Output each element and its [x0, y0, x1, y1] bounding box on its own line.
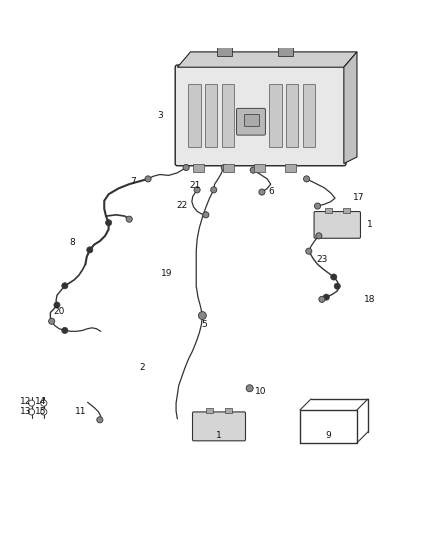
Text: 19: 19 — [161, 269, 172, 278]
Text: 6: 6 — [268, 187, 275, 196]
Circle shape — [28, 400, 35, 406]
FancyBboxPatch shape — [314, 212, 360, 238]
Text: 10: 10 — [255, 387, 266, 396]
Circle shape — [97, 417, 103, 423]
Circle shape — [221, 165, 227, 171]
FancyBboxPatch shape — [237, 108, 265, 135]
Circle shape — [246, 385, 253, 392]
Bar — [286, 84, 298, 147]
Text: 7: 7 — [131, 176, 137, 185]
Circle shape — [304, 176, 310, 182]
Circle shape — [250, 167, 256, 173]
Bar — [188, 84, 201, 147]
Circle shape — [316, 233, 322, 239]
Circle shape — [41, 409, 47, 415]
Circle shape — [323, 294, 329, 300]
Circle shape — [334, 283, 340, 289]
Circle shape — [198, 312, 206, 319]
Bar — [343, 207, 350, 213]
Circle shape — [87, 247, 93, 253]
Bar — [278, 46, 293, 56]
Circle shape — [282, 46, 289, 53]
Text: 3: 3 — [157, 111, 163, 120]
Text: 1: 1 — [367, 220, 373, 229]
Circle shape — [126, 216, 132, 222]
Circle shape — [62, 327, 68, 334]
Circle shape — [183, 165, 189, 171]
Bar — [269, 84, 282, 147]
Circle shape — [145, 176, 151, 182]
Text: 9: 9 — [325, 431, 332, 440]
Text: 14: 14 — [35, 397, 46, 406]
FancyBboxPatch shape — [175, 65, 346, 166]
Text: 20: 20 — [53, 306, 65, 316]
Text: 13: 13 — [20, 407, 31, 416]
Bar — [217, 46, 232, 56]
Text: 2: 2 — [140, 363, 145, 372]
Text: 18: 18 — [364, 295, 376, 304]
Circle shape — [211, 187, 217, 193]
Text: 5: 5 — [201, 320, 207, 329]
Circle shape — [314, 203, 321, 209]
Circle shape — [106, 220, 112, 226]
Text: 12: 12 — [20, 397, 31, 406]
Circle shape — [259, 189, 265, 195]
Bar — [223, 164, 234, 172]
Circle shape — [54, 302, 60, 308]
Bar — [244, 114, 259, 126]
Text: 11: 11 — [75, 407, 87, 416]
FancyBboxPatch shape — [193, 412, 245, 441]
Bar — [254, 164, 265, 172]
Text: 15: 15 — [35, 407, 46, 416]
Text: 21: 21 — [189, 181, 201, 190]
Circle shape — [331, 274, 337, 280]
Bar — [285, 164, 296, 172]
Circle shape — [49, 318, 55, 324]
Polygon shape — [177, 52, 357, 67]
Bar — [325, 207, 332, 213]
Circle shape — [319, 296, 325, 302]
Circle shape — [194, 187, 200, 193]
Text: 8: 8 — [69, 238, 75, 247]
Circle shape — [203, 212, 209, 218]
Bar — [303, 84, 315, 147]
Circle shape — [62, 282, 68, 289]
Text: 17: 17 — [353, 193, 365, 202]
Circle shape — [28, 409, 35, 415]
Polygon shape — [344, 52, 357, 164]
Circle shape — [306, 248, 312, 254]
Text: 22: 22 — [176, 201, 187, 209]
Text: 23: 23 — [316, 255, 328, 264]
Bar — [205, 84, 217, 147]
Circle shape — [221, 46, 228, 53]
Bar — [206, 408, 213, 413]
Circle shape — [41, 400, 47, 406]
Text: 1: 1 — [216, 431, 222, 440]
Bar — [222, 84, 234, 147]
Bar — [193, 164, 204, 172]
Bar — [225, 408, 232, 413]
